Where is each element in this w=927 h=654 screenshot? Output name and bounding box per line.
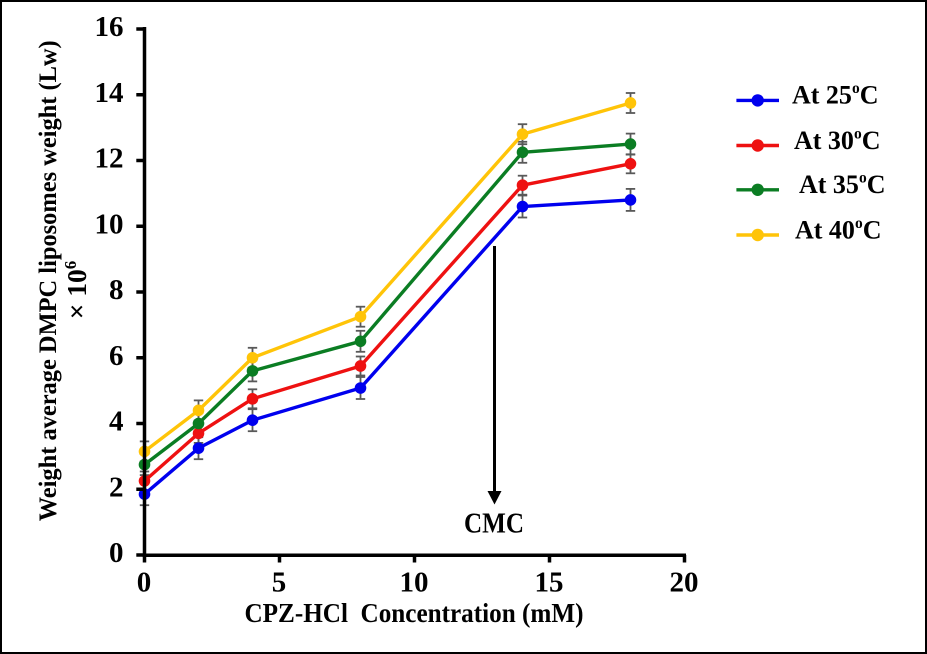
svg-text:CPZ-HCl Concentration (mM): CPZ-HCl Concentration (mM) — [245, 598, 584, 628]
svg-text:6: 6 — [109, 340, 124, 372]
svg-text:At 30oC: At 30oC — [794, 125, 880, 155]
svg-text:20: 20 — [670, 566, 699, 598]
svg-text:5: 5 — [272, 566, 287, 598]
svg-text:10: 10 — [95, 208, 124, 240]
svg-text:14: 14 — [95, 77, 124, 109]
svg-text:15: 15 — [535, 566, 564, 598]
svg-text:8: 8 — [109, 274, 124, 306]
svg-text:10: 10 — [400, 566, 429, 598]
svg-text:2: 2 — [109, 471, 124, 503]
svg-text:At 25oC: At 25oC — [792, 80, 878, 110]
svg-text:12: 12 — [95, 143, 124, 175]
svg-text:16: 16 — [95, 11, 124, 43]
svg-text:0: 0 — [137, 566, 152, 598]
svg-text:0: 0 — [109, 537, 124, 569]
svg-text:At 35oC: At 35oC — [799, 170, 885, 200]
svg-text:CMC: CMC — [464, 509, 524, 540]
svg-text:× 106: × 106 — [61, 261, 92, 320]
svg-text:4: 4 — [109, 406, 124, 438]
svg-text:Weight average DMPC liposomes: Weight average DMPC liposomes weight (Lw… — [35, 40, 62, 521]
svg-text:At 40oC: At 40oC — [795, 215, 881, 245]
